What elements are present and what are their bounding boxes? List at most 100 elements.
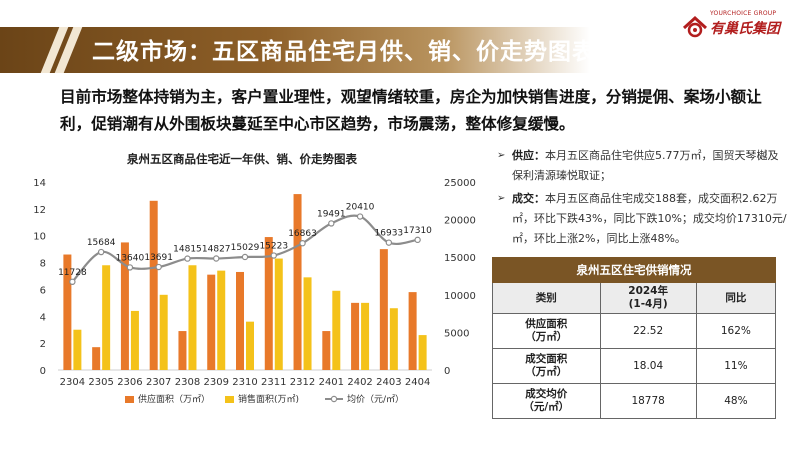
table-row: 成交面积 （万㎡） 18.04 11% xyxy=(492,348,777,384)
bar-sales xyxy=(418,335,427,370)
legend-label: 供应面积（万㎡） xyxy=(138,393,210,405)
bar-sales xyxy=(246,321,254,370)
price-data-label: 14827 xyxy=(202,245,231,255)
page-title: 二级市场：五区商品住宅月供、销、价走势图表 xyxy=(92,39,596,65)
price-point xyxy=(270,252,277,259)
logo-text-en: YOURCHOICE GROUP xyxy=(710,10,777,17)
legend-line-marker xyxy=(330,395,338,403)
logo-text-cn: 有巢氏集团 xyxy=(710,21,780,37)
note-sales: ➢ 成交：本月五区商品住宅成交188套，成交面积2.62万㎡，环比下跌43%，同… xyxy=(497,189,787,249)
y-left-tick-label: 6 xyxy=(40,285,46,296)
price-data-label: 16933 xyxy=(375,229,404,239)
price-data-label: 16863 xyxy=(288,229,317,239)
price-point xyxy=(414,236,421,244)
price-data-label: 15684 xyxy=(87,238,116,248)
bar-supply xyxy=(178,331,187,370)
bar-sales xyxy=(73,329,82,370)
bar-sales xyxy=(274,258,283,370)
bar-supply xyxy=(207,274,216,370)
legend-swatch xyxy=(125,396,134,403)
note-supply: ➢ 供应：本月五区商品住宅供应5.77万㎡，国贸天琴樾及保利清源瑧悦取证； xyxy=(497,146,787,186)
price-point xyxy=(126,264,134,271)
notes-panel: ➢ 供应：本月五区商品住宅供应5.77万㎡，国贸天琴樾及保利清源瑧悦取证； ➢ … xyxy=(497,146,787,252)
row-yoy: 48% xyxy=(695,383,777,419)
bar-supply xyxy=(293,194,302,370)
x-tick-label: 2309 xyxy=(204,377,229,388)
house-logo-icon xyxy=(682,15,708,38)
bar-sales xyxy=(102,265,111,370)
bar-supply xyxy=(149,200,158,370)
y-left-tick-label: 4 xyxy=(40,312,46,323)
bar-supply xyxy=(351,302,360,370)
legend-label: 均价（元/㎡） xyxy=(347,393,404,405)
row-label: 供应面积 （万㎡） xyxy=(492,313,601,349)
price-data-label: 20410 xyxy=(346,203,375,213)
bar-sales xyxy=(188,265,197,370)
x-tick-label: 2404 xyxy=(405,377,430,388)
bar-supply xyxy=(379,249,388,370)
arrow-bullet-icon: ➢ xyxy=(497,150,506,161)
row-value: 22.52 xyxy=(599,313,697,349)
price-data-label: 13691 xyxy=(144,253,173,263)
price-data-label: 19491 xyxy=(317,209,346,219)
price-data-label: 17310 xyxy=(403,226,432,236)
row-yoy: 11% xyxy=(695,348,777,384)
table-row: 供应面积 （万㎡） 22.52 162% xyxy=(492,313,777,349)
table-header-category: 类别 xyxy=(492,282,601,314)
price-point xyxy=(184,255,191,262)
row-label: 成交面积 （万㎡） xyxy=(492,348,601,384)
row-label: 成交均价 （元/㎡） xyxy=(492,383,601,419)
bar-supply xyxy=(92,347,101,370)
row-value: 18778 xyxy=(599,383,697,419)
x-tick-label: 2307 xyxy=(146,377,171,388)
bar-sales xyxy=(361,302,370,370)
y-left-tick-label: 10 xyxy=(33,232,46,243)
x-tick-label: 2312 xyxy=(290,377,315,388)
price-point xyxy=(241,253,249,261)
y-right-tick-label: 25000 xyxy=(444,178,476,189)
price-data-label: 15029 xyxy=(231,243,260,253)
bar-supply xyxy=(322,331,331,370)
bar-sales xyxy=(389,308,398,370)
y-right-tick-label: 5000 xyxy=(444,328,469,339)
x-tick-label: 2308 xyxy=(175,377,200,388)
price-data-label: 14815 xyxy=(173,245,202,255)
price-point xyxy=(213,255,220,262)
supply-sales-table: 泉州五区住宅供销情况 类别 2024年 (1-4月) 同比 供应面积 （万㎡） … xyxy=(492,257,777,419)
y-right-tick-label: 20000 xyxy=(444,216,476,227)
price-point xyxy=(97,248,105,256)
price-point xyxy=(385,239,393,246)
y-left-tick-label: 12 xyxy=(33,205,46,216)
price-point xyxy=(155,263,162,271)
note-text: 本月五区商品住宅成交188套，成交面积2.62万㎡，环比下跌43%，同比下跌10… xyxy=(512,192,787,245)
note-text: 本月五区商品住宅供应5.77万㎡，国贸天琴樾及保利清源瑧悦取证； xyxy=(512,149,779,182)
y-right-tick-label: 10000 xyxy=(444,291,476,302)
x-tick-label: 2403 xyxy=(376,377,401,388)
y-right-tick-label: 0 xyxy=(444,366,450,377)
arrow-bullet-icon: ➢ xyxy=(497,193,506,204)
x-tick-label: 2310 xyxy=(232,377,257,388)
x-tick-label: 2311 xyxy=(261,377,286,388)
bar-supply xyxy=(120,242,129,370)
price-point xyxy=(69,278,76,286)
legend-swatch xyxy=(225,396,234,403)
price-point xyxy=(356,213,364,220)
supply-sales-price-chart: 0 2 4 6 8 10 12 14 0 5000 10000 15000 20000 25000 2304… xyxy=(33,178,476,405)
y-left-tick-label: 8 xyxy=(40,259,46,270)
x-tick-label: 2401 xyxy=(319,377,344,388)
row-yoy: 162% xyxy=(695,313,777,349)
price-point xyxy=(299,239,306,247)
bar-supply xyxy=(408,292,417,370)
bar-sales xyxy=(217,270,226,370)
table-caption: 泉州五区住宅供销情况 xyxy=(492,257,776,283)
y-left-tick-label: 14 xyxy=(33,178,46,189)
row-value: 18.04 xyxy=(599,348,697,384)
table-row: 成交均价 （元/㎡） 18778 48% xyxy=(492,383,777,419)
price-point xyxy=(328,220,335,227)
company-logo: YOURCHOICE GROUP 有巢氏集团 xyxy=(682,10,794,44)
x-tick-label: 2305 xyxy=(88,377,113,388)
legend-label: 销售面积(万㎡) xyxy=(238,393,299,405)
bar-sales xyxy=(159,294,168,370)
bar-sales xyxy=(303,277,312,370)
note-label: 供应： xyxy=(512,149,545,162)
